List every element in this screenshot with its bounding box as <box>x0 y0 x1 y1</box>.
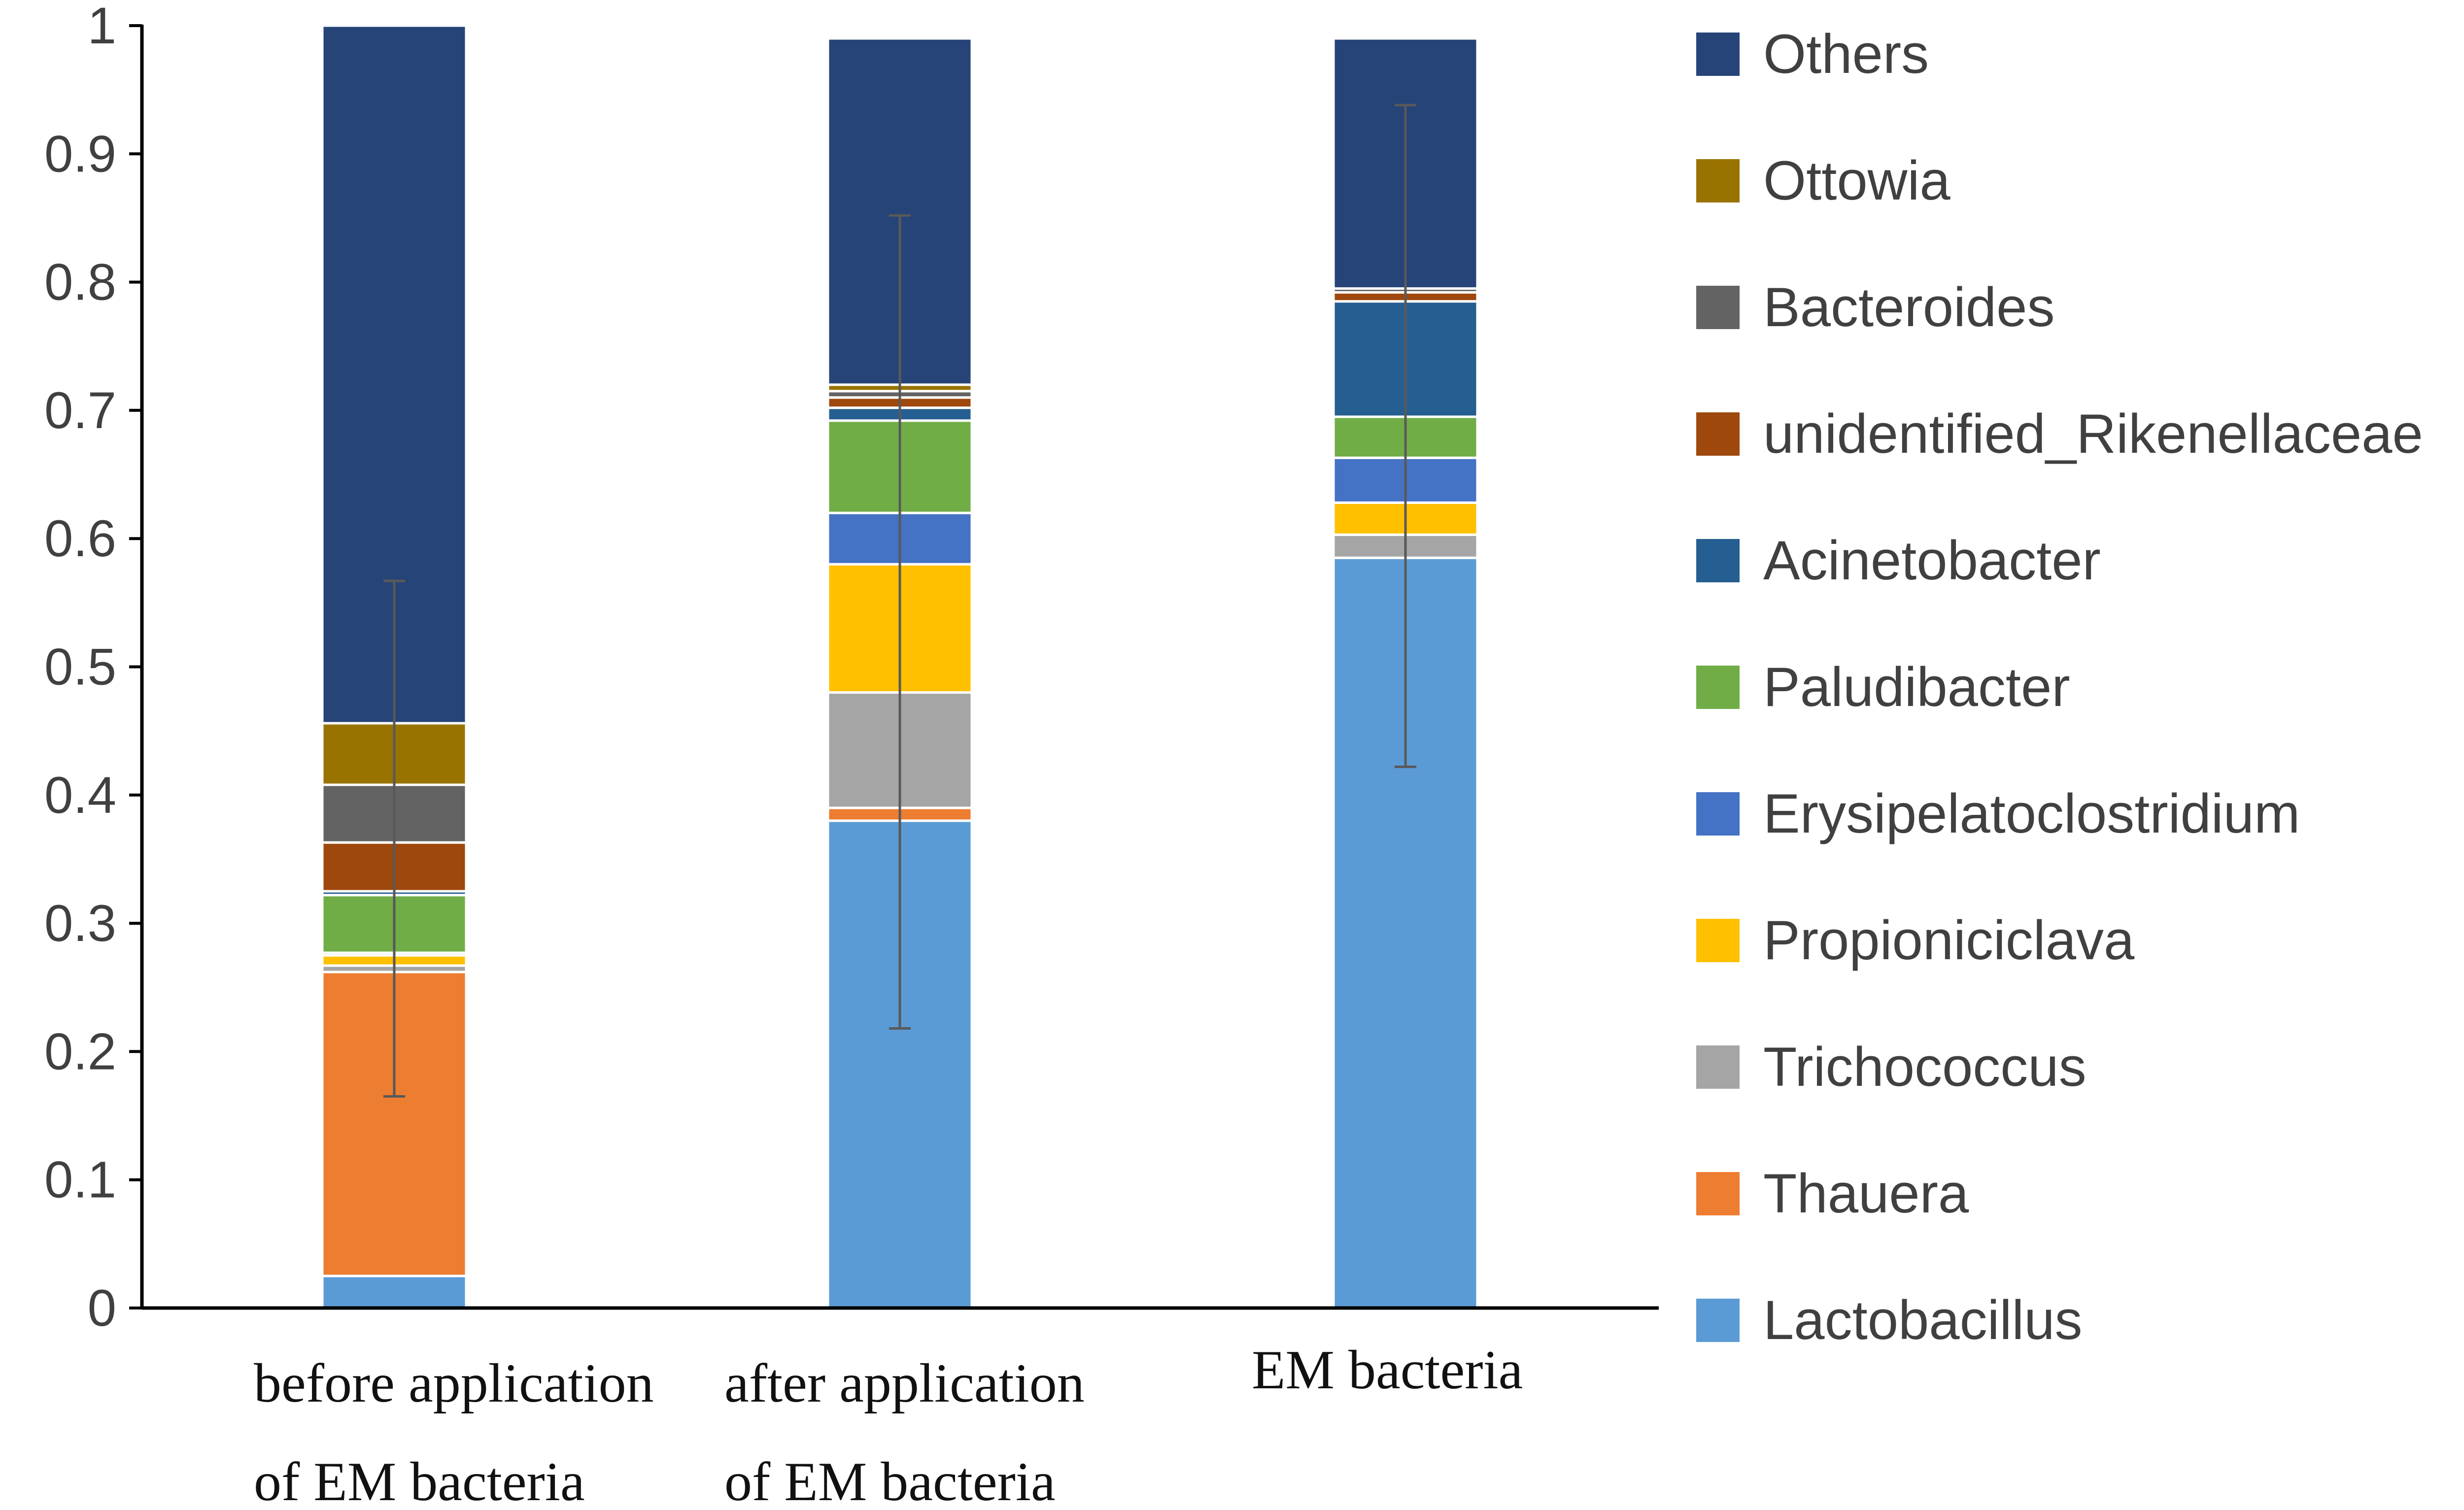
axes: 0 0.1 0.2 0.3 0.4 0.5 0.6 0.7 0.8 0.9 1 before appl… <box>44 0 1659 1510</box>
legend-label: Ottowia <box>1763 150 1951 211</box>
legend-label: Paludibacter <box>1763 656 2070 718</box>
legend-label: Lactobacillus <box>1763 1289 2083 1351</box>
legend-swatch <box>1696 412 1740 456</box>
legend-swatch <box>1696 1172 1740 1215</box>
legend-item-erysipelatoclostridium: Erysipelatoclostridium <box>1696 783 2300 844</box>
y-tick-label: 0.8 <box>44 254 116 311</box>
x-category-label-line: after application <box>724 1353 1085 1414</box>
legend-label: Propioniciclava <box>1763 909 2135 971</box>
legend: Others Ottowia Bacteroides unidentified_Rik… <box>1696 23 2423 1351</box>
y-tick-label: 0 <box>88 1279 116 1337</box>
legend-label: Others <box>1763 23 1929 85</box>
legend-swatch <box>1696 1299 1740 1342</box>
x-category-label-line: of EM bacteria <box>254 1451 585 1510</box>
error-bar-2 <box>1395 103 1416 769</box>
legend-swatch <box>1696 286 1740 329</box>
x-category-label-2: EM bacteria <box>1252 1340 1523 1401</box>
x-category-label-1: after application of EM bacteria <box>724 1353 1085 1510</box>
legend-label: Bacteroides <box>1763 276 2054 338</box>
bar-segment-lactobacillus-0 <box>321 1275 468 1309</box>
x-category-label-line: EM bacteria <box>1252 1340 1523 1401</box>
y-tick-label: 0.1 <box>44 1151 116 1209</box>
legend-item-trichococcus: Trichococcus <box>1696 1036 2087 1098</box>
legend-label: Acinetobacter <box>1763 530 2101 591</box>
plot-area <box>321 24 1479 1309</box>
legend-swatch <box>1696 666 1740 709</box>
legend-swatch <box>1696 539 1740 582</box>
error-bar-0 <box>383 579 405 1098</box>
y-tick-label: 0.4 <box>44 767 116 824</box>
y-tick-label: 0.2 <box>44 1023 116 1080</box>
legend-item-ottowia: Ottowia <box>1696 150 1951 211</box>
legend-label: Thauera <box>1763 1163 1969 1224</box>
y-tick-label: 0.7 <box>44 382 116 439</box>
legend-label: Erysipelatoclostridium <box>1763 783 2300 844</box>
y-tick-label: 0.5 <box>44 638 116 696</box>
legend-item-unidentified-rikenellaceae: unidentified_Rikenellaceae <box>1696 403 2423 465</box>
legend-swatch <box>1696 792 1740 836</box>
x-category-label-0: before application of EM bacteria <box>254 1353 654 1510</box>
legend-swatch <box>1696 1045 1740 1089</box>
legend-label: Trichococcus <box>1763 1036 2087 1098</box>
legend-item-lactobacillus: Lactobacillus <box>1696 1289 2083 1351</box>
legend-item-thauera: Thauera <box>1696 1163 1969 1224</box>
y-tick-label: 0.3 <box>44 895 116 952</box>
legend-item-others: Others <box>1696 23 1929 85</box>
legend-swatch <box>1696 33 1740 76</box>
legend-swatch <box>1696 159 1740 202</box>
error-bar-1 <box>889 214 911 1030</box>
legend-item-acinetobacter: Acinetobacter <box>1696 530 2101 591</box>
legend-item-bacteroides: Bacteroides <box>1696 276 2054 338</box>
legend-label: unidentified_Rikenellaceae <box>1763 403 2423 465</box>
y-tick-label: 0.9 <box>44 125 116 183</box>
legend-item-propioniciclava: Propioniciclava <box>1696 909 2135 971</box>
y-tick-label: 0.6 <box>44 510 116 568</box>
x-category-label-line: of EM bacteria <box>724 1451 1056 1510</box>
legend-swatch <box>1696 919 1740 962</box>
x-category-label-line: before application <box>254 1353 654 1414</box>
y-tick-label: 1 <box>88 0 116 55</box>
legend-item-paludibacter: Paludibacter <box>1696 656 2070 718</box>
